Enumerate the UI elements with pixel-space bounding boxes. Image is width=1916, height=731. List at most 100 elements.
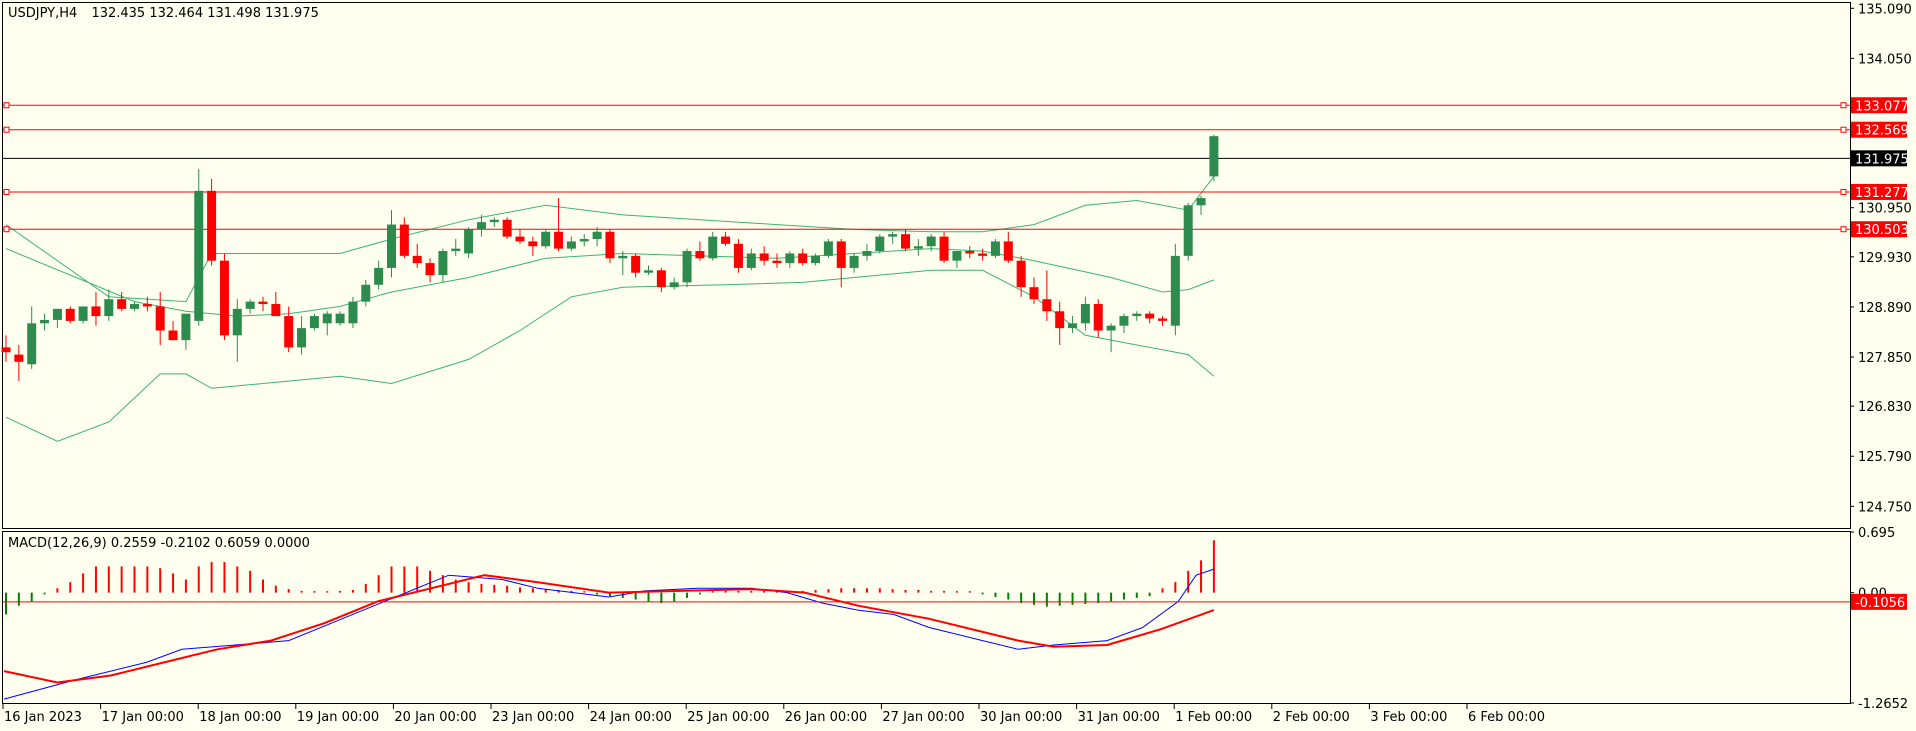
candle-body: [618, 255, 628, 259]
candle-body: [528, 241, 538, 247]
candle: [759, 246, 769, 266]
candle: [425, 258, 435, 283]
candle: [104, 289, 114, 321]
candle: [1132, 311, 1142, 321]
candle-body: [1183, 205, 1193, 256]
candle-body: [798, 253, 808, 264]
time-tick-label: 31 Jan 00:00: [1078, 710, 1160, 725]
candle-body: [412, 255, 422, 264]
candle: [438, 248, 448, 283]
candle: [939, 231, 949, 264]
time-axis: 16 Jan 2023 17 Jan 00:00 18 Jan 00:00 19 Ja…: [2, 704, 1545, 725]
symbol-label: USDJPY,H4 132.435 132.464 131.498 131.97…: [8, 6, 319, 21]
candle: [875, 234, 885, 254]
macd-value-box: [1851, 593, 1907, 610]
candle-body: [284, 316, 294, 348]
time-tick-label: 25 Jan 00:00: [687, 710, 769, 725]
price-tick-label: 132.569: [1855, 124, 1909, 139]
candle: [476, 214, 486, 237]
time-tick-label: 16 Jan 2023: [4, 710, 82, 725]
candle-body: [1209, 136, 1219, 177]
candle-body: [271, 304, 281, 317]
candle: [451, 239, 461, 256]
candle: [1080, 296, 1090, 331]
macd-signal-line: [3, 574, 1215, 684]
candle-body: [361, 284, 371, 302]
candle: [271, 291, 281, 317]
candle: [258, 296, 268, 312]
candle-body: [245, 301, 255, 309]
macd-label: MACD(12,26,9) 0.2559 -0.2102 0.6059 0.00…: [8, 536, 310, 551]
candle-body: [1106, 325, 1116, 331]
candle-body: [1042, 299, 1052, 312]
candle-body: [541, 231, 551, 247]
candle: [566, 236, 576, 252]
macd-tick-label: -0.1056: [1855, 596, 1905, 611]
candle: [592, 226, 602, 247]
candle: [374, 260, 384, 290]
candle: [965, 246, 975, 259]
candle-body: [464, 229, 474, 254]
candle-body: [566, 241, 576, 249]
candle: [130, 301, 139, 312]
candle-body: [592, 231, 602, 240]
candle-body: [52, 308, 62, 320]
time-tick-label: 23 Jan 00:00: [492, 710, 574, 725]
candle-body: [631, 255, 641, 273]
candle: [361, 279, 371, 307]
candle: [1029, 277, 1039, 305]
candle-body: [65, 308, 75, 321]
candle: [27, 306, 37, 370]
candle-body: [335, 313, 345, 324]
price-tick-label: 133.077: [1855, 99, 1909, 114]
candle: [631, 253, 641, 278]
candle: [901, 229, 910, 252]
candle-body: [502, 219, 512, 237]
candle-body: [1, 347, 11, 353]
candle: [1055, 301, 1065, 345]
time-tick-label: 3 Feb 00:00: [1370, 710, 1447, 725]
candle: [155, 291, 165, 345]
candle: [1145, 311, 1155, 324]
candle-body: [348, 301, 358, 324]
price-label-box: [1851, 97, 1907, 114]
candle-body: [682, 251, 692, 283]
price-label-box: [1851, 183, 1907, 200]
time-tick-label: 17 Jan 00:00: [102, 710, 184, 725]
candle-body: [811, 255, 821, 264]
price-tick-label: 130.950: [1858, 202, 1912, 217]
candle: [297, 316, 307, 355]
candle: [823, 239, 833, 259]
candle-body: [579, 239, 589, 242]
candle: [40, 313, 50, 331]
candle: [669, 277, 679, 290]
candle-body: [759, 253, 769, 261]
macd-tick-label: -1.2652: [1858, 697, 1908, 712]
price-tick-label: 135.090: [1858, 2, 1912, 17]
candle-body: [1093, 304, 1103, 331]
candle-body: [823, 241, 833, 256]
candle-body: [91, 306, 101, 317]
candle-body: [913, 246, 923, 249]
candle: [335, 311, 345, 326]
candle: [541, 229, 551, 249]
candle-body: [489, 219, 499, 223]
candle: [721, 231, 731, 247]
candle: [1158, 316, 1167, 326]
candle-body: [117, 299, 127, 309]
candle-body: [194, 190, 204, 321]
candle-body: [104, 299, 114, 317]
candle: [322, 311, 332, 336]
candle: [284, 306, 294, 353]
candle: [746, 248, 756, 271]
macd-indicator: 0.6950.00-0.1056-1.2652: [3, 526, 1908, 712]
candle: [605, 229, 615, 264]
time-tick-label: 26 Jan 00:00: [785, 710, 867, 725]
candle: [464, 226, 474, 259]
bollinger-bands: [5, 176, 1215, 442]
level-anchor-right-2: [1840, 188, 1847, 195]
price-tick-label: 127.850: [1858, 351, 1912, 366]
candle-body: [554, 231, 564, 249]
candle-body: [515, 236, 525, 242]
candle: [952, 251, 962, 268]
